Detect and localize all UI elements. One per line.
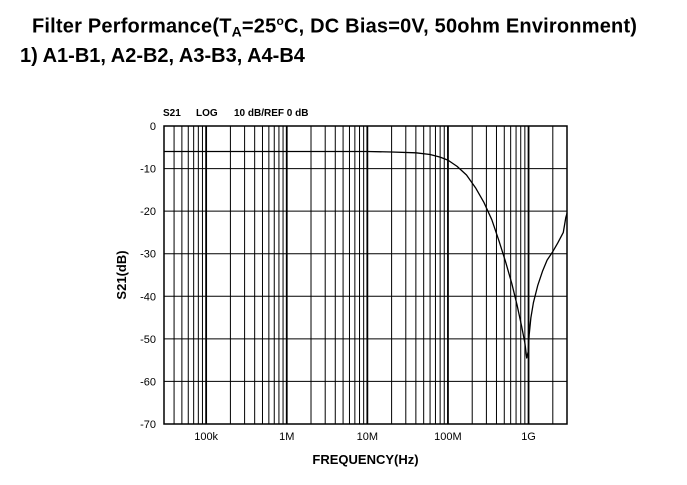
y-tick-label: -60 (140, 376, 156, 388)
y-tick-label: -20 (140, 206, 156, 218)
x-tick-label: 100M (434, 431, 462, 443)
page-subtitle: 1) A1-B1, A2-B2, A3-B3, A4-B4 (20, 45, 305, 67)
plot-border (163, 125, 568, 425)
annotation-scale: 10 dB/REF 0 dB (234, 108, 308, 119)
annotation-format: LOG (196, 108, 218, 119)
series-line (164, 150, 568, 359)
x-tick-label: 1G (521, 431, 536, 443)
annotation-measurement: S21 (163, 108, 181, 119)
y-axis-label: S21(dB) (114, 250, 129, 299)
title-degree: o (276, 14, 284, 28)
x-axis-label: FREQUENCY(Hz) (312, 452, 418, 467)
y-tick-label: -50 (140, 334, 156, 346)
x-tick-label: 10M (357, 431, 378, 443)
title-rest: C, DC Bias=0V, 50ohm Environment) (283, 15, 638, 38)
plot-area (164, 126, 567, 424)
x-tick-label: 1M (279, 431, 294, 443)
y-tick-label: 0 (150, 121, 156, 133)
title-subscript: A (231, 23, 242, 40)
y-tick-label: -30 (140, 249, 156, 261)
title-prefix: Filter Performance(T (32, 15, 232, 38)
y-tick-label: -40 (140, 291, 156, 303)
page-title: Filter Performance(TA=25oC, DC Bias=0V, … (32, 14, 637, 40)
y-tick-label: -70 (140, 419, 156, 431)
title-suffix: =25 (241, 15, 277, 38)
y-tick-label: -10 (140, 164, 156, 176)
x-tick-label: 100k (194, 431, 218, 443)
